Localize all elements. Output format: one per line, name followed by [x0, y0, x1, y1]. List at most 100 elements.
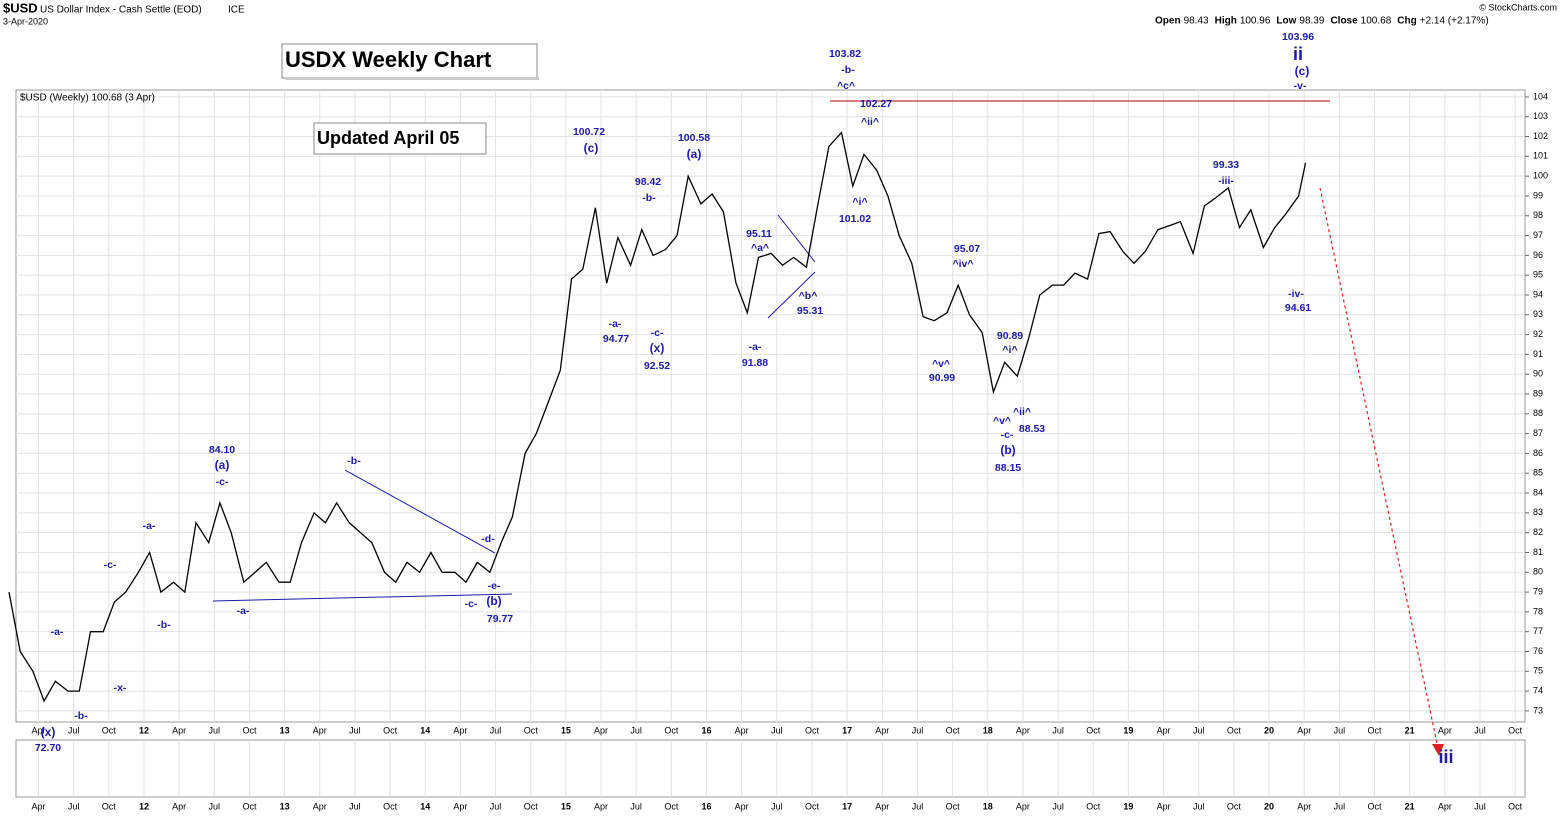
x-tick-label: Oct — [805, 725, 820, 735]
wave-label: -c- — [104, 559, 117, 571]
x-tick-label: Jul — [1052, 801, 1064, 811]
x-tick-label: Jul — [1052, 725, 1064, 735]
y-tick-label: 82 — [1533, 527, 1543, 537]
plot-frame — [15, 89, 1526, 723]
quote-value: 100.68 — [1361, 16, 1392, 27]
price-line — [8, 131, 1307, 703]
x-tick-label: 14 — [420, 725, 430, 735]
quote-value: 98.39 — [1299, 16, 1324, 27]
trend-line — [344, 469, 496, 554]
chart-title: USDX Weekly Chart — [285, 47, 492, 72]
y-tick-label: 91 — [1533, 349, 1543, 359]
wave-label: 90.89 — [997, 330, 1023, 342]
quote-label: Chg — [1397, 16, 1416, 27]
x-tick-label: Jul — [68, 725, 80, 735]
quote-value: 98.43 — [1184, 16, 1209, 27]
wave-label: 88.53 — [1019, 423, 1045, 435]
wave-label: -c- — [465, 598, 478, 610]
x-tick-label: Apr — [172, 725, 186, 735]
x-tick-label: Oct — [1508, 725, 1523, 735]
x-tick-label: 19 — [1123, 801, 1133, 811]
x-tick-label: Apr — [594, 725, 608, 735]
wave-label: -c- — [1001, 429, 1014, 441]
x-tick-label: 21 — [1405, 801, 1415, 811]
y-tick-label: 95 — [1533, 270, 1543, 280]
y-tick-label: 101 — [1533, 151, 1548, 161]
x-tick-label: Apr — [1297, 801, 1311, 811]
y-tick-label: 93 — [1533, 309, 1543, 319]
trend-line — [212, 593, 513, 602]
x-tick-label: Jul — [68, 801, 80, 811]
x-tick-label: Oct — [1086, 725, 1101, 735]
title-box — [281, 43, 538, 79]
y-tick-label: 103 — [1533, 111, 1548, 121]
x-tick-label: 21 — [1405, 725, 1415, 735]
wave-label: 98.42 — [635, 176, 661, 188]
x-tick-label: Oct — [102, 801, 117, 811]
wave-label: 103.96 — [1282, 31, 1314, 43]
y-tick-label: 102 — [1533, 131, 1548, 141]
y-tick-label: 78 — [1533, 606, 1543, 616]
y-tick-label: 84 — [1533, 487, 1543, 497]
wave-label: (x) — [41, 725, 56, 739]
x-tick-label: Apr — [453, 725, 467, 735]
wave-label: -b- — [642, 192, 656, 204]
x-tick-label: Oct — [383, 725, 398, 735]
wave-label: -a- — [237, 605, 250, 617]
x-tick-label: Jul — [1193, 725, 1205, 735]
x-tick-label: Apr — [453, 801, 467, 811]
wave-label: (x) — [650, 341, 665, 355]
y-tick-label: 74 — [1533, 685, 1543, 695]
wave-label: ^i^ — [852, 196, 867, 208]
x-tick-label: Apr — [1438, 725, 1452, 735]
y-tick-label: 96 — [1533, 250, 1543, 260]
y-tick-label: 97 — [1533, 230, 1543, 240]
wave-label: -b- — [74, 710, 88, 722]
wave-label: 72.70 — [35, 742, 61, 754]
x-tick-label: 13 — [280, 801, 290, 811]
wave-label: 95.07 — [954, 243, 980, 255]
y-tick-label: 94 — [1533, 289, 1543, 299]
y-tick-label: 98 — [1533, 210, 1543, 220]
wave-label: -x- — [114, 682, 127, 694]
wave-label: -iv- — [1288, 288, 1304, 300]
x-tick-label: Oct — [242, 801, 257, 811]
x-tick-label: Jul — [490, 725, 502, 735]
quote-label: Close — [1330, 16, 1358, 27]
wave-label: ^b^ — [799, 290, 818, 302]
wave-label: -b- — [157, 619, 171, 631]
x-tick-label: Apr — [31, 801, 45, 811]
wave-label: -a- — [609, 318, 622, 330]
x-tick-label: Apr — [1438, 801, 1452, 811]
x-tick-label: Apr — [1297, 725, 1311, 735]
x-tick-label: 13 — [280, 725, 290, 735]
x-tick-label: Oct — [102, 725, 117, 735]
x-tick-label: Apr — [172, 801, 186, 811]
x-tick-label: Jul — [349, 725, 361, 735]
x-tick-label: 20 — [1264, 725, 1274, 735]
symbol: $USD — [3, 0, 38, 15]
x-tick-label: 18 — [983, 801, 993, 811]
x-tick-label: 16 — [702, 725, 712, 735]
y-tick-label: 87 — [1533, 428, 1543, 438]
x-tick-label: Apr — [1016, 801, 1030, 811]
wave-label: -a- — [143, 520, 156, 532]
x-tick-label: Oct — [1368, 725, 1383, 735]
quote: Open 98.43 High 100.96 Low 98.39 Close 100.68 Ch… — [1155, 16, 1489, 27]
wave-label: ^a^ — [751, 242, 769, 254]
x-tick-label: Jul — [630, 801, 642, 811]
x-tick-label: Apr — [735, 801, 749, 811]
x-tick-label: Jul — [209, 801, 221, 811]
wave-label: -iii- — [1218, 175, 1234, 187]
wave-label: 91.88 — [742, 357, 768, 369]
wave-label: (b) — [1000, 443, 1015, 457]
x-tick-label: Oct — [1227, 725, 1242, 735]
x-tick-label: 15 — [561, 725, 571, 735]
wave-label: ^v^ — [993, 415, 1011, 427]
y-tick-label: 81 — [1533, 547, 1543, 557]
x-tick-label: Oct — [383, 801, 398, 811]
wave-label: (a) — [215, 458, 230, 472]
x-tick-label: 19 — [1123, 725, 1133, 735]
wave-label: ^ii^ — [1013, 406, 1031, 418]
lower-pane — [15, 739, 1526, 798]
